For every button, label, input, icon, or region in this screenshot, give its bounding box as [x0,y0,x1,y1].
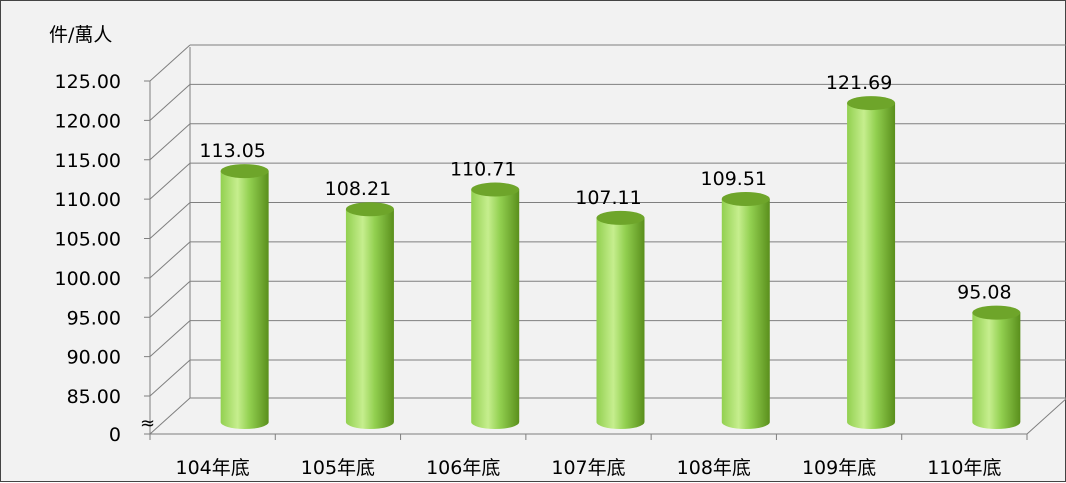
gridline-side [149,84,191,121]
gridline-side [149,202,191,239]
floor-right-edge [1026,398,1066,435]
bar-top [972,305,1021,320]
bar-105年底 [345,202,394,430]
y-tick-label: 100.00 [55,268,121,290]
data-label: 109.51 [701,168,767,190]
y-tick-label: 0 [109,424,121,446]
gridline-side [149,162,191,200]
y-axis-unit-label: 件/萬人 [49,24,112,46]
x-category-label: 104年底 [176,457,250,479]
gridline-side [149,241,191,279]
bar-top [847,96,896,111]
bar-body [220,171,269,430]
bar-109年底 [847,96,896,430]
gridline-side [149,44,191,82]
bar-top [220,164,269,179]
bar-106年底 [471,182,520,430]
bar-top [345,202,394,217]
bar-110年底 [972,305,1021,430]
label-layer: 0 85.00 90.00 95.00 100.00 105.00 110.00 115.00… [55,71,1012,479]
data-label: 110.71 [450,159,516,181]
x-category-label: 105年底 [301,457,375,479]
axis-break-symbol: ≈ [140,413,155,434]
bar-top [471,182,520,197]
y-tick-label: 110.00 [55,189,121,211]
bar-body [972,312,1021,430]
x-category-label: 108年底 [677,457,751,479]
x-category-label: 107年底 [551,457,625,479]
bar-layer [220,96,1021,430]
y-tick-label: 125.00 [55,71,121,93]
y-tick-label: 95.00 [67,307,121,329]
bar-body [596,217,645,430]
x-category-label: 109年底 [802,457,876,479]
y-tick-label: 90.00 [67,347,121,369]
x-category-label: 110年底 [927,457,1001,479]
data-label: 113.05 [199,140,265,162]
bar-top [721,191,770,206]
y-tick-label: 120.00 [55,110,121,132]
data-label: 95.08 [957,282,1011,304]
bar-body [847,103,896,430]
y-tick-label: 85.00 [67,386,121,408]
axis-layer [144,80,1028,440]
y-tick-label: 115.00 [55,150,121,172]
bar-body [721,198,770,430]
gridline-side [149,320,191,357]
bar-108年底 [721,191,770,430]
gridline-side [149,280,191,318]
bar-104年底 [220,164,269,430]
bar-107年底 [596,210,645,430]
gridline-side [149,123,191,161]
bar-body [345,209,394,430]
y-tick-label: 105.00 [55,229,121,251]
bar-body [471,189,520,430]
x-category-label: 106年底 [426,457,500,479]
bar-top [596,210,645,225]
floor-side-edge [149,397,191,435]
data-label: 108.21 [325,178,391,200]
data-label: 121.69 [826,72,892,94]
gridline-side [149,359,191,397]
data-label: 107.11 [575,187,641,209]
